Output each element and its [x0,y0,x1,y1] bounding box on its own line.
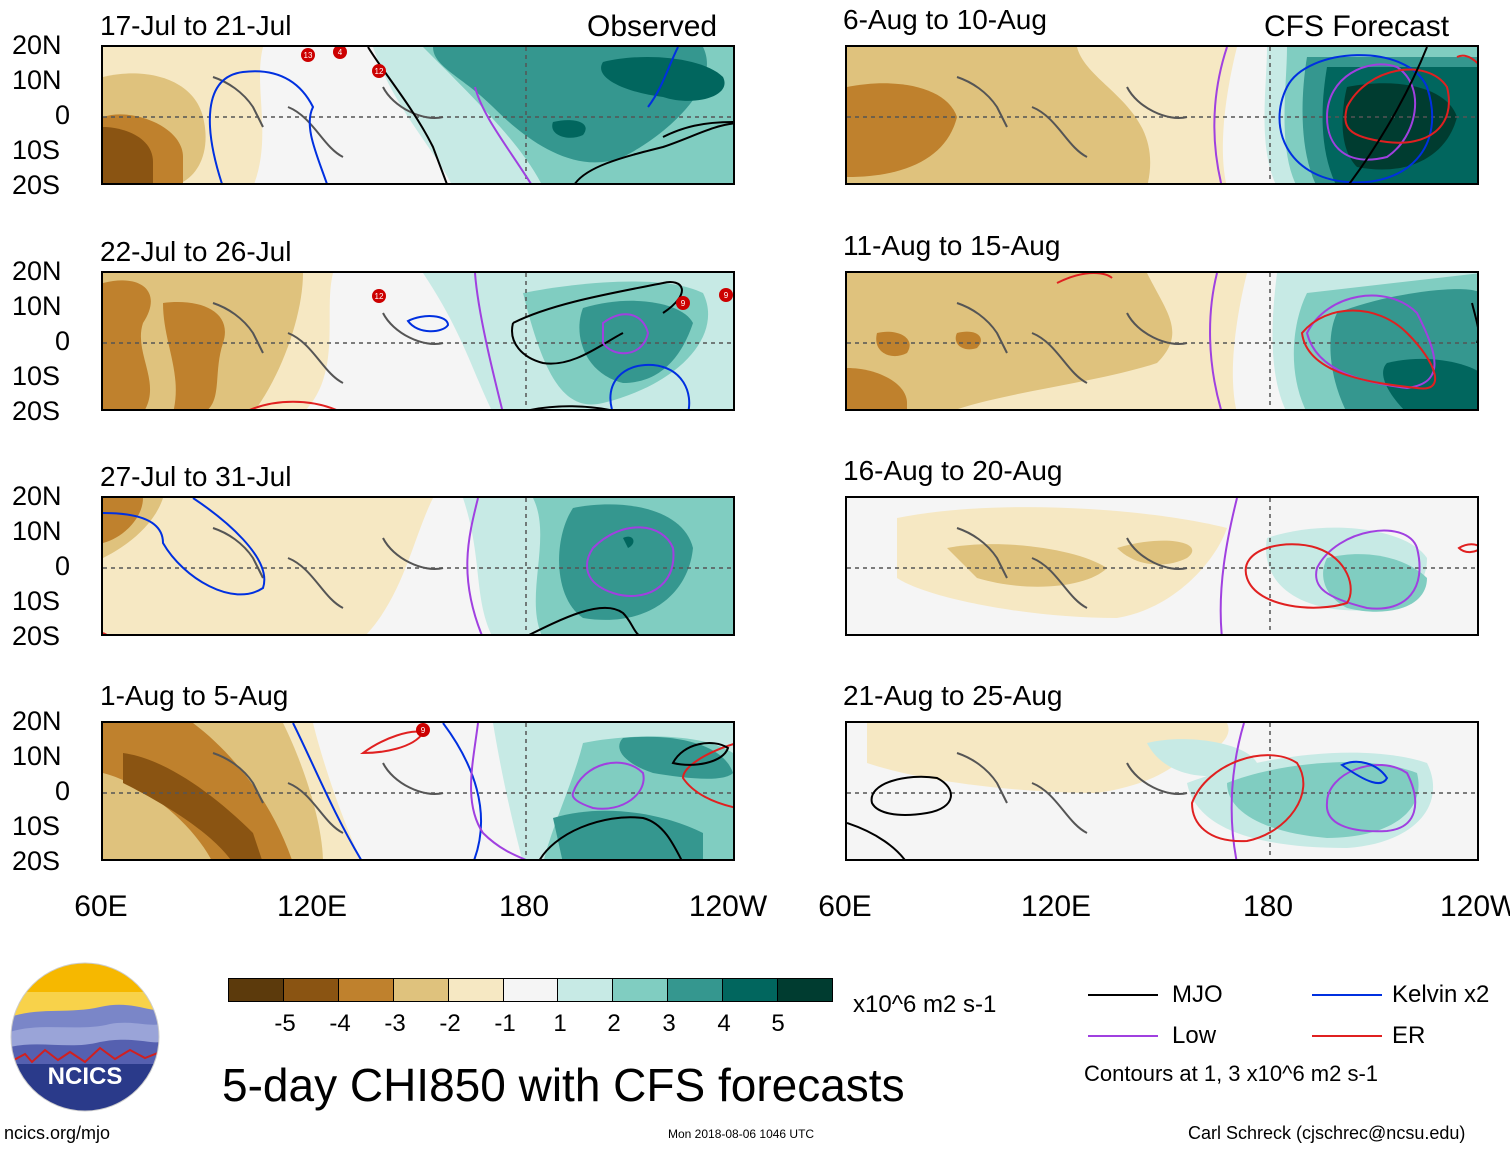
lon-label: 60E [818,890,872,923]
storm-label: 9 [724,291,729,300]
tropical-cyclone-icon: 12 [372,289,386,303]
lat-label: 20S [12,846,61,876]
storm-label: 4 [338,48,343,57]
panel-title-right-2: 11-Aug to 15-Aug [843,230,1061,261]
tropical-cyclone-icon: 12 [372,64,386,78]
lon-label: 180 [498,890,550,923]
map-panel-cfs-3 [845,496,1479,636]
colorbar-tick: 3 [662,1010,676,1037]
mjo-legend-label: MJO [1172,981,1223,1008]
panel-title-right-3: 16-Aug to 20-Aug [843,455,1063,486]
map-panel-obs-3 [101,496,735,636]
lon-label: 120E [1020,890,1092,923]
colorbar-tick: -2 [439,1010,461,1037]
lat-label: 0 [55,551,71,581]
colorbar-tick: -3 [384,1010,406,1037]
colorbar-swatch [557,979,613,1001]
colorbar-tick: -1 [494,1010,516,1037]
panel-title-left-2: 22-Jul to 26-Jul [100,236,292,267]
panel-title-right-4: 21-Aug to 25-Aug [843,680,1063,711]
lon-label: 120E [276,890,348,923]
lon-label: 60E [74,890,128,923]
lat-label: 10S [12,361,61,391]
lon-label: 180 [1242,890,1294,923]
colorbar-swatch [502,979,558,1001]
storm-label: 9 [681,299,686,308]
colorbar-tick: 2 [607,1010,621,1037]
map-panel-obs-2: 12 9 9 [101,271,735,411]
panel-title-left-3: 27-Jul to 31-Jul [100,461,292,492]
colorbar-swatch [282,979,338,1001]
colorbar-tick: -5 [274,1010,296,1037]
colorbar [228,978,833,1002]
lat-label: 0 [55,776,71,806]
contour-note: Contours at 1, 3 x10^6 m2 s-1 [1084,1061,1379,1086]
main-title: 5-day CHI850 with CFS forecasts [222,1059,905,1111]
panel-title-left-1: 17-Jul to 21-Jul [100,10,292,41]
er-legend-line [1312,1035,1382,1037]
colorbar-tick: 5 [771,1010,785,1037]
colorbar-swatch [612,979,668,1001]
panel-title-right-1: 6-Aug to 10-Aug [843,4,1047,35]
author-credit: Carl Schreck (cjschrec@ncsu.edu) [1188,1123,1466,1143]
kelvin-legend-line [1312,994,1382,996]
mjo-legend-line [1088,994,1158,996]
tropical-cyclone-icon: 13 [301,48,315,62]
lat-label: 10S [12,135,61,165]
storm-label: 12 [375,292,384,301]
lat-label: 10N [12,741,62,771]
ncics-logo: NCICS [10,962,160,1112]
low-legend-label: Low [1172,1022,1217,1049]
cfs-forecast-header: CFS Forecast [1264,10,1450,43]
lat-label: 0 [55,326,71,356]
tropical-cyclone-icon: 4 [333,47,347,59]
map-panel-obs-1: 13 4 12 [101,45,735,185]
colorbar-swatch [447,979,503,1001]
colorbar-unit: x10^6 m2 s-1 [853,991,997,1018]
lat-label: 20N [12,706,62,736]
map-panel-cfs-2 [845,271,1479,411]
lat-label: 10S [12,586,61,616]
observed-header: Observed [587,10,718,43]
lat-label: 20S [12,621,61,651]
storm-label: 9 [421,726,426,735]
colorbar-tick: 4 [717,1010,731,1037]
map-panel-cfs-1 [845,45,1479,185]
lat-label: 20S [12,170,61,200]
lon-label: 120W [688,890,768,923]
tropical-cyclone-icon: 9 [719,288,733,302]
storm-label: 13 [304,51,313,60]
storm-label: 12 [375,67,384,76]
colorbar-swatch [722,979,778,1001]
lat-label: 10N [12,516,62,546]
panel-title-left-4: 1-Aug to 5-Aug [100,680,289,711]
map-panel-obs-4: 9 [101,721,735,861]
colorbar-swatch [392,979,448,1001]
lat-label: 20N [12,481,62,511]
lat-label: 10N [12,65,62,95]
lat-label: 20N [12,256,62,286]
tropical-cyclone-icon: 9 [676,296,690,310]
map-panel-cfs-4 [845,721,1479,861]
colorbar-swatch [229,979,283,1001]
lat-label: 10N [12,291,62,321]
colorbar-swatch [337,979,393,1001]
lat-label: 0 [55,100,71,130]
colorbar-swatch [777,979,832,1001]
timestamp: Mon 2018-08-06 1046 UTC [668,1127,815,1141]
lon-label: 120W [1440,892,1510,922]
lat-label: 10S [12,811,61,841]
lat-label: 20S [12,396,61,426]
low-legend-line [1088,1035,1158,1037]
lat-label: 20N [12,30,62,60]
er-legend-label: ER [1392,1022,1426,1049]
colorbar-tick: -4 [329,1010,351,1037]
logo-text: NCICS [48,1063,123,1090]
colorbar-tick: 1 [553,1010,567,1037]
tropical-cyclone-icon: 9 [416,723,430,737]
site-link[interactable]: ncics.org/mjo [4,1123,111,1143]
kelvin-legend-label: Kelvin x2 [1392,981,1490,1008]
colorbar-swatch [667,979,723,1001]
